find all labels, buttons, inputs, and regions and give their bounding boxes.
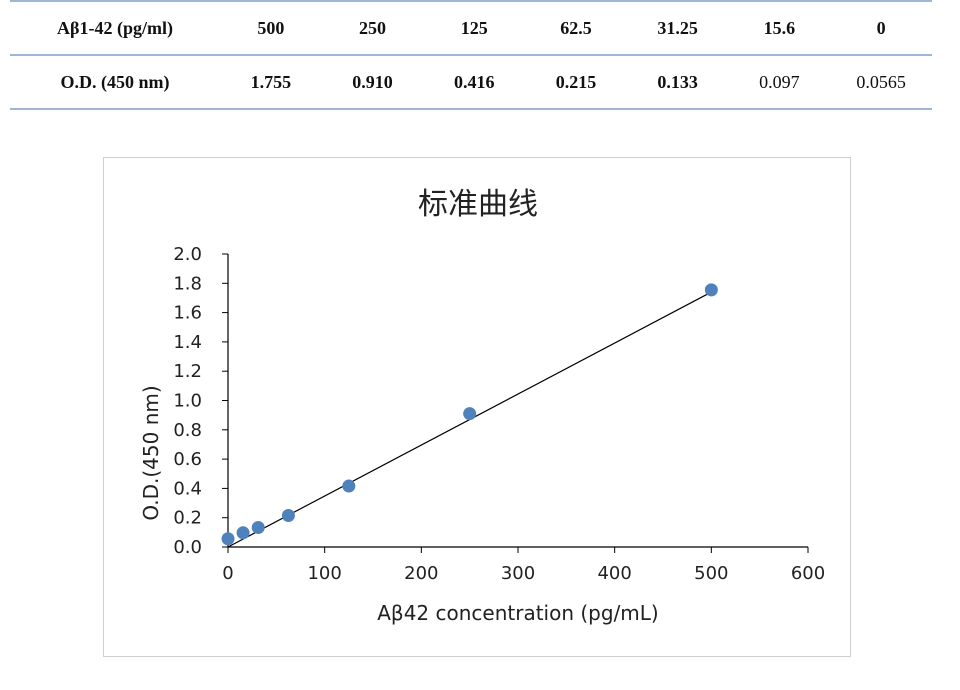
cell-conc-4: 62.5 [525, 0, 627, 56]
cell-conc-3: 125 [423, 0, 526, 56]
data-point [251, 521, 265, 535]
y-tick-label: 0.6 [173, 449, 202, 470]
cell-od-1: 1.755 [220, 55, 322, 110]
y-tick-label: 1.4 [173, 332, 202, 353]
x-tick-label: 300 [501, 563, 535, 584]
chart-axes [227, 254, 808, 548]
data-point [221, 532, 235, 546]
y-axis-label: O.D.(450 nm) [139, 385, 163, 520]
chart-svg: 标准曲线 0.0 0.2 0.4 0.6 0.8 1.0 1.2 1.4 1.6 1.8 2.0 0 1… [139, 187, 825, 625]
data-point [463, 407, 477, 421]
chart-ticks: 0.0 0.2 0.4 0.6 0.8 1.0 1.2 1.4 1.6 1.8 2.0 0 100 200… [173, 244, 825, 584]
chart-points [221, 283, 718, 546]
y-tick-label: 1.2 [173, 361, 202, 382]
cell-od-3: 0.416 [423, 55, 526, 110]
x-tick-label: 200 [404, 563, 438, 584]
standard-table: Aβ1-42 (pg/ml) 500 250 125 62.5 31.25 15… [10, 0, 932, 110]
cell-conc-2: 250 [321, 0, 424, 56]
y-tick-label: 0.2 [173, 508, 202, 529]
x-tick-label: 600 [791, 563, 825, 584]
table-row-od: O.D. (450 nm) 1.755 0.910 0.416 0.215 0.… [10, 55, 932, 110]
x-tick-label: 100 [307, 563, 341, 584]
cell-od-5: 0.133 [626, 55, 729, 110]
standard-curve-chart: 标准曲线 0.0 0.2 0.4 0.6 0.8 1.0 1.2 1.4 1.6 1.8 2.0 0 1… [103, 157, 851, 657]
y-tick-label: 2.0 [173, 244, 202, 265]
x-tick-label: 0 [222, 563, 233, 584]
cell-conc-5: 31.25 [626, 0, 729, 56]
y-tick-label: 1.0 [173, 391, 202, 412]
x-tick-label: 400 [597, 563, 631, 584]
row-label-concentration: Aβ1-42 (pg/ml) [10, 0, 220, 56]
row-label-od: O.D. (450 nm) [10, 55, 220, 110]
data-point [236, 526, 250, 540]
x-axis-label: Aβ42 concentration (pg/mL) [377, 601, 658, 625]
cell-od-6: 0.097 [728, 55, 831, 110]
x-tick-label: 500 [694, 563, 728, 584]
y-tick-label: 1.8 [173, 273, 202, 294]
data-point [704, 283, 718, 297]
y-tick-label: 0.8 [173, 420, 202, 441]
cell-conc-1: 500 [220, 0, 322, 56]
cell-od-7: 0.0565 [830, 55, 932, 110]
chart-title: 标准曲线 [418, 187, 538, 222]
y-tick-label: 0.4 [173, 478, 202, 499]
cell-od-2: 0.910 [321, 55, 424, 110]
cell-conc-6: 15.6 [728, 0, 831, 56]
cell-od-4: 0.215 [525, 55, 627, 110]
y-tick-label: 1.6 [173, 303, 202, 324]
table-row-concentration: Aβ1-42 (pg/ml) 500 250 125 62.5 31.25 15… [10, 0, 932, 56]
cell-conc-7: 0 [830, 0, 932, 56]
data-point [342, 479, 356, 493]
data-point [281, 509, 295, 523]
y-tick-label: 0.0 [173, 537, 202, 558]
